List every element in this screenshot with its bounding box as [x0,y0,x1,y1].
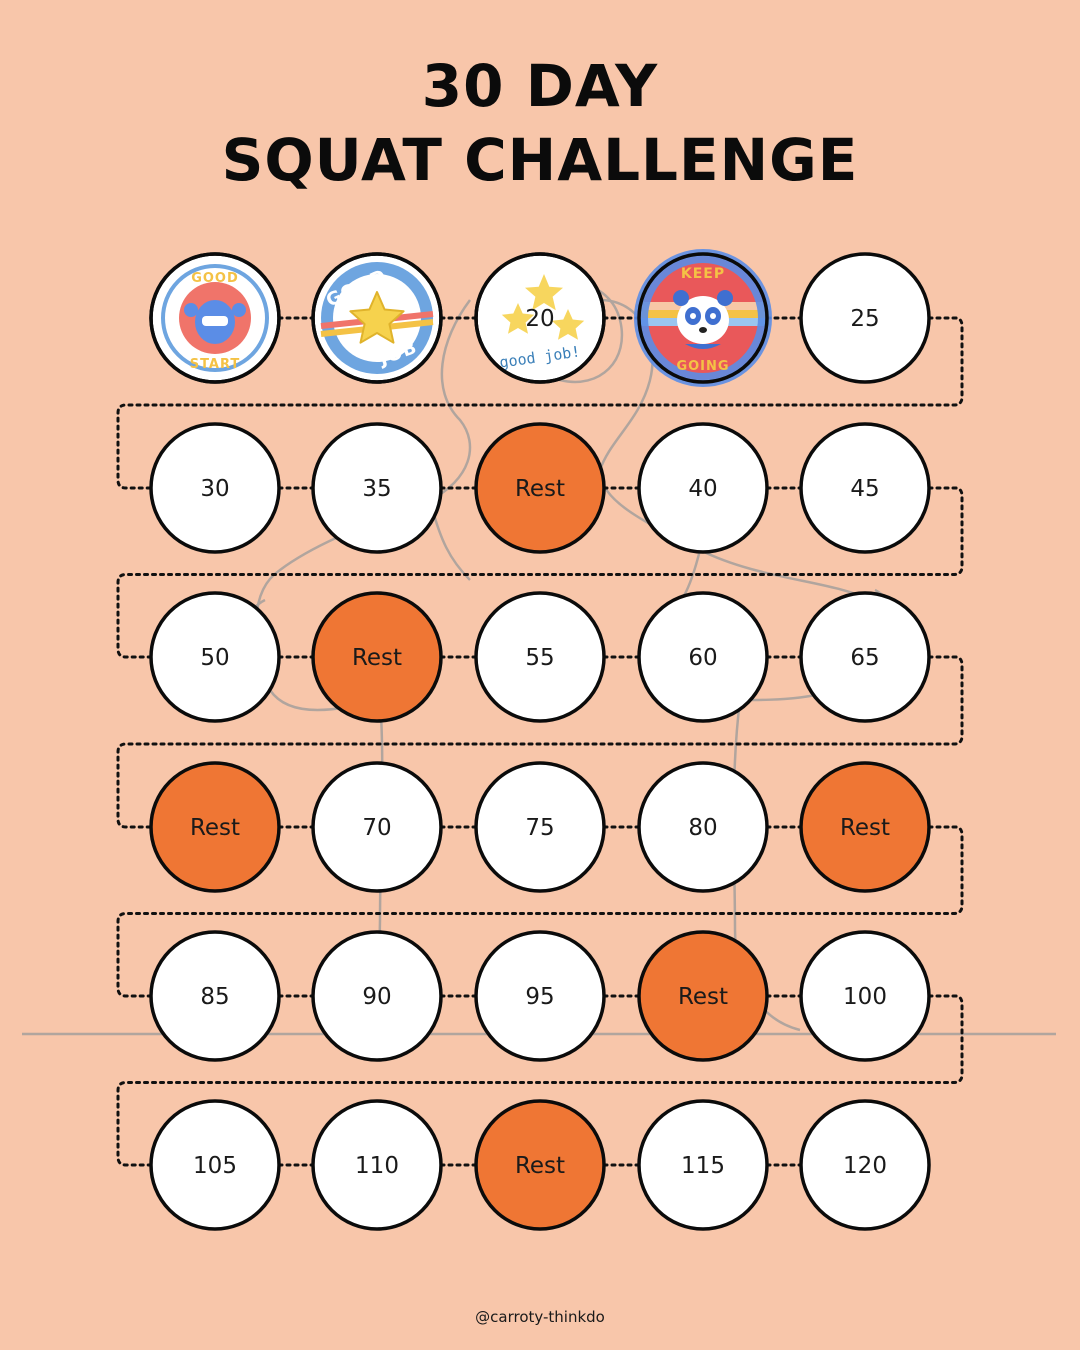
day-label: 85 [200,984,229,1010]
rest-day-circle[interactable]: Rest [149,761,281,893]
day-circle[interactable]: 25 [799,252,931,384]
row-turn-connector [116,994,964,1167]
completed-day-sticker[interactable]: GOOD START [149,252,281,384]
day-circle[interactable]: 80 [637,761,769,893]
day-circle[interactable]: 100 [799,930,931,1062]
rest-day-circle[interactable]: Rest [474,1099,606,1231]
day-circle[interactable]: 105 [149,1099,281,1231]
day-circle[interactable]: 95 [474,930,606,1062]
day-circle[interactable]: 45 [799,422,931,554]
day-label: 60 [688,645,717,671]
day-label: 115 [681,1153,725,1179]
day-label: 65 [850,645,879,671]
day-label: Rest [352,645,402,671]
sticker-text: GOOD [191,271,239,286]
sticker-text: GOING [676,359,729,374]
day-circle[interactable]: 85 [149,930,281,1062]
rest-day-circle[interactable]: Rest [799,761,931,893]
completed-day-sticker[interactable]: good job!20 [474,252,606,384]
day-circle[interactable]: 70 [311,761,443,893]
day-label: Rest [515,476,565,502]
day-label: 55 [525,645,554,671]
dotted-path [116,316,964,1167]
day-label: 70 [362,815,391,841]
day-circle[interactable]: 90 [311,930,443,1062]
rest-day-circle[interactable]: Rest [637,930,769,1062]
day-label: 105 [193,1153,237,1179]
day-label: 80 [688,815,717,841]
title-line-1: 30 DAY [421,52,659,120]
completed-day-sticker[interactable]: KEEP GOING [634,249,772,387]
day-circle[interactable]: 110 [311,1099,443,1231]
day-label: 110 [355,1153,399,1179]
day-circle[interactable]: 35 [311,422,443,554]
day-label: Rest [840,815,890,841]
day-circle[interactable]: 75 [474,761,606,893]
day-label: 95 [525,984,554,1010]
day-circle[interactable]: 30 [149,422,281,554]
day-label: 50 [200,645,229,671]
row-turn-connector [116,316,964,490]
rest-day-circle[interactable]: Rest [311,591,443,723]
day-label: 100 [843,984,887,1010]
day-label: 30 [200,476,229,502]
day-circle[interactable]: 55 [474,591,606,723]
day-label: 120 [843,1153,887,1179]
day-label: Rest [678,984,728,1010]
day-label: Rest [515,1153,565,1179]
title-line-2: SQUAT CHALLENGE [221,126,859,194]
rest-day-circle[interactable]: Rest [474,422,606,554]
day-circle[interactable]: 115 [637,1099,769,1231]
day-label: 40 [688,476,717,502]
sticker-text: START [190,357,241,372]
day-label: 75 [525,815,554,841]
day-label: 45 [850,476,879,502]
day-label: 20 [525,306,554,332]
row-turn-connector [116,655,964,829]
day-circle[interactable]: 50 [149,591,281,723]
day-circle[interactable]: 40 [637,422,769,554]
day-circle[interactable]: 60 [637,591,769,723]
day-label: 35 [362,476,391,502]
day-label: Rest [190,815,240,841]
row-turn-connector [116,486,964,659]
row-turn-connector [116,825,964,998]
sticker-text: KEEP [681,266,725,282]
day-circle[interactable]: 65 [799,591,931,723]
day-label: 90 [362,984,391,1010]
day-circle[interactable]: 120 [799,1099,931,1231]
credit-handle: @carroty-thinkdo [475,1308,605,1326]
day-label: 25 [850,306,879,332]
